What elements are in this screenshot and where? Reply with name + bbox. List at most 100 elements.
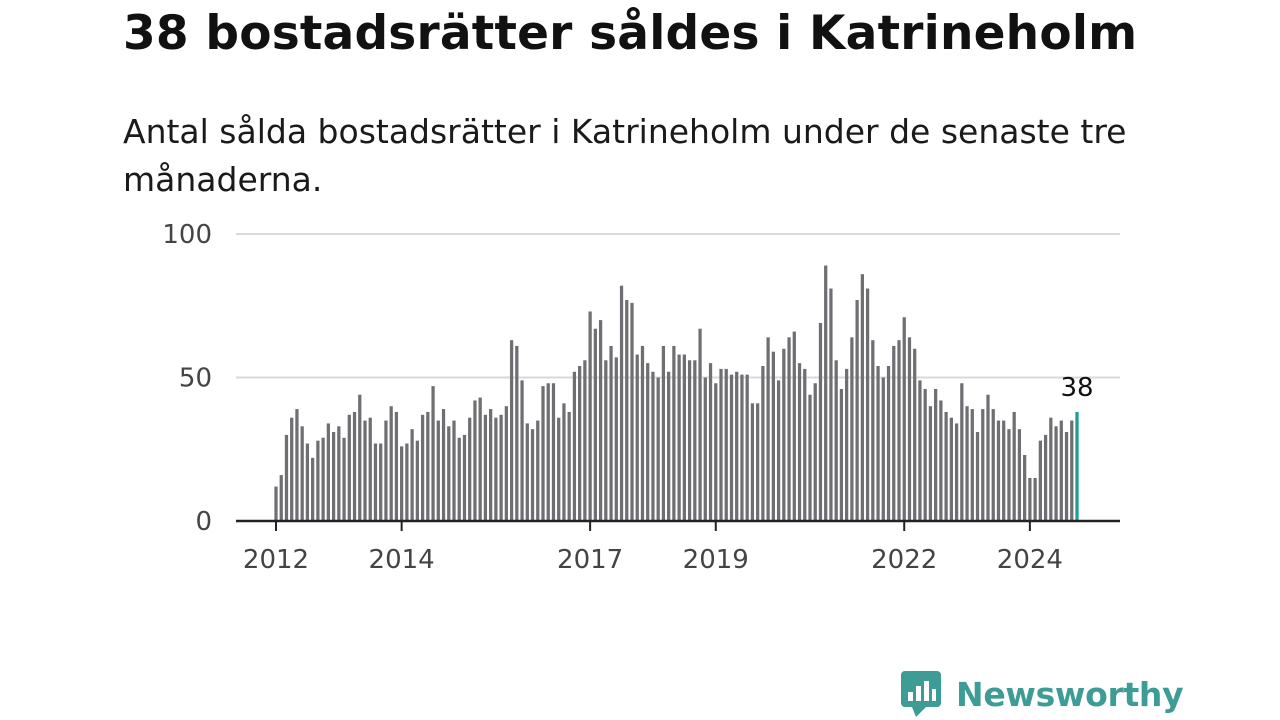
bar [1059, 420, 1063, 521]
bar [745, 374, 749, 521]
bar [530, 429, 535, 521]
bar [347, 414, 351, 521]
bar [279, 475, 283, 521]
latest-value-label: 38 [1060, 373, 1093, 403]
bar [970, 409, 974, 521]
bar [897, 340, 901, 521]
y-tick-label: 0 [195, 507, 212, 537]
bar [331, 432, 336, 521]
bar [400, 446, 404, 521]
bar [892, 345, 896, 521]
newsworthy-logo: Newsworthy [900, 670, 1184, 718]
bar [363, 420, 367, 521]
bar [787, 337, 791, 521]
bar [729, 374, 734, 521]
bar [342, 437, 346, 521]
bar [1017, 429, 1022, 521]
bar [677, 354, 681, 521]
bar [478, 397, 482, 521]
bar [960, 383, 964, 521]
bar [818, 322, 823, 521]
bar [1002, 420, 1006, 521]
bar [656, 377, 660, 521]
bar [886, 366, 891, 521]
bar [420, 414, 425, 521]
bar [740, 374, 744, 521]
bar [640, 345, 645, 521]
x-tick-label: 2019 [683, 545, 749, 575]
bar [918, 380, 922, 521]
bar [1070, 420, 1074, 521]
bar [630, 302, 634, 521]
bar [284, 434, 289, 521]
bar [405, 443, 409, 521]
chart-title: 38 bostadsrätter såldes i Katrineholm [123, 6, 1138, 61]
bar [384, 420, 388, 521]
bar [567, 411, 571, 521]
bar [578, 366, 582, 521]
bar [358, 394, 362, 521]
bar [321, 437, 325, 521]
bar [619, 285, 624, 521]
bar [981, 409, 985, 521]
bar [352, 411, 357, 521]
bar [761, 366, 765, 521]
bar [604, 360, 608, 521]
bar [708, 363, 713, 521]
bar [902, 317, 906, 521]
bar [813, 383, 817, 521]
bar [1054, 426, 1058, 521]
bar [504, 406, 508, 521]
bar [944, 411, 948, 521]
bar [415, 440, 419, 521]
bar [771, 351, 775, 521]
bar [845, 368, 849, 521]
bar [661, 345, 666, 521]
bar [295, 409, 299, 521]
x-tick-label: 2022 [871, 545, 937, 575]
bar [928, 406, 933, 521]
bar [499, 414, 503, 521]
bar [290, 417, 294, 521]
bar [546, 383, 550, 521]
bar [452, 420, 456, 521]
bar [703, 377, 707, 521]
bar [1064, 432, 1069, 521]
bar [447, 426, 451, 521]
bar [468, 417, 472, 521]
bar [855, 300, 859, 521]
brand-name: Newsworthy [956, 674, 1184, 714]
bar [860, 274, 864, 521]
bar [300, 426, 304, 521]
bar [525, 423, 529, 521]
bar [923, 388, 927, 521]
bar [436, 420, 440, 521]
axes [236, 519, 1120, 531]
bar [881, 377, 885, 521]
bar [803, 368, 807, 521]
bar [316, 440, 320, 521]
bar [462, 434, 467, 521]
bar [541, 386, 545, 521]
bar [693, 360, 697, 521]
bar [1012, 411, 1016, 521]
bar [646, 363, 650, 521]
bar [515, 345, 519, 521]
bar [489, 409, 493, 521]
bar [834, 360, 838, 521]
bar [719, 368, 723, 521]
bar [483, 414, 488, 521]
bar [756, 403, 760, 521]
bar [949, 417, 953, 521]
bar [965, 406, 969, 521]
bar [394, 411, 399, 521]
bar [954, 423, 959, 521]
bar [1023, 454, 1027, 521]
bar [682, 354, 686, 521]
bar [1043, 434, 1048, 521]
bar [1049, 417, 1053, 521]
bar [808, 394, 812, 521]
newsworthy-chart-bubble-icon [901, 671, 941, 717]
bar [593, 328, 597, 521]
